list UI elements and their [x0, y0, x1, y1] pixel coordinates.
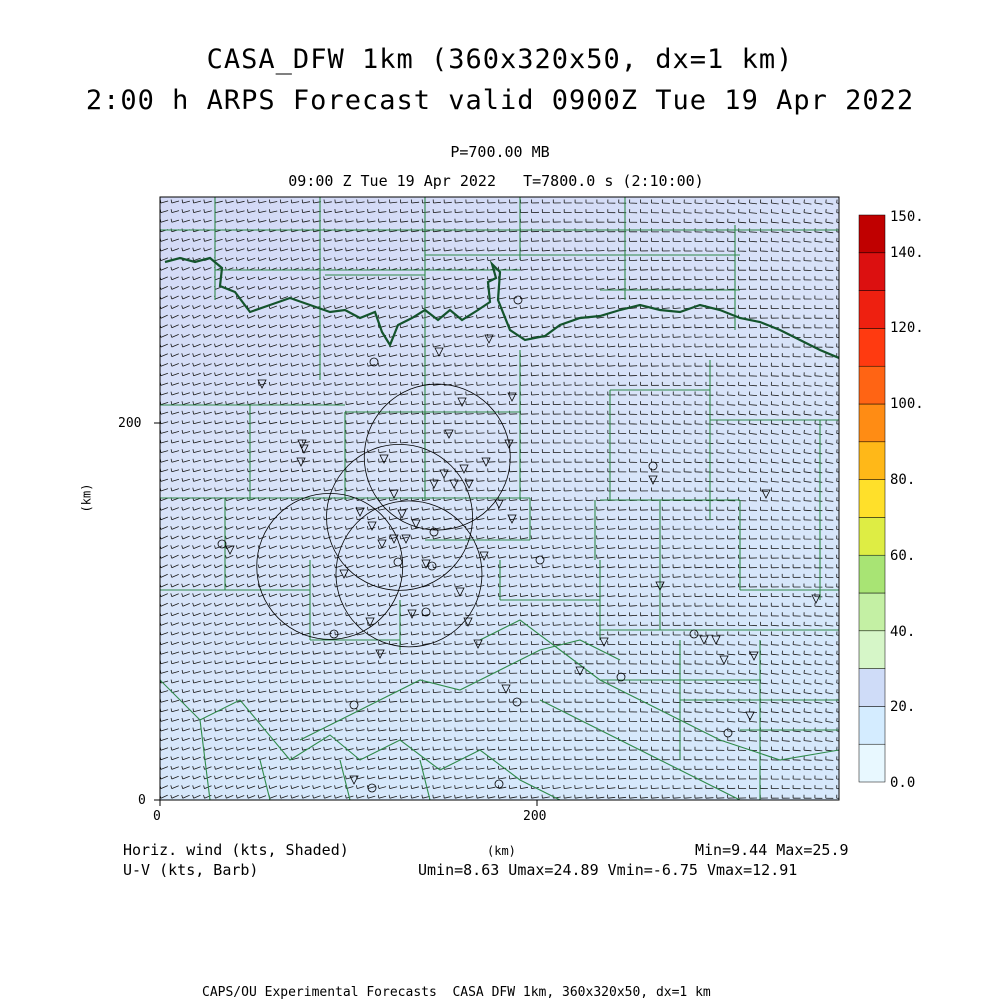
colorbar-label-0: 0.0	[890, 775, 916, 791]
colorbar-label-80: 80.	[890, 472, 916, 488]
radar-ring	[326, 443, 473, 591]
colorbar-label-20: 20.	[890, 699, 916, 715]
colorbar-label-60: 60.	[890, 548, 916, 564]
valid-time-label: 09:00 Z Tue 19 Apr 2022 T=7800.0 s (2:10…	[288, 172, 704, 190]
footer-credit: CAPS/OU Experimental Forecasts CASA DFW …	[202, 985, 711, 1000]
axis-ticks	[154, 422, 538, 806]
pressure-level-label: P=700.00 MB	[450, 143, 550, 161]
shaded-field-label: Horiz. wind (kts, Shaded)	[123, 841, 349, 859]
colorbar	[858, 214, 886, 783]
y-tick-0: 0	[138, 793, 146, 808]
colorbar-label-150: 150.	[890, 209, 924, 225]
y-tick-200: 200	[118, 416, 142, 431]
colorbar-segment	[858, 517, 886, 556]
colorbar-segment	[858, 252, 886, 291]
colorbar-segment	[858, 214, 886, 254]
colorbar-segment	[858, 554, 886, 594]
uv-stats-label: Umin=8.63 Umax=24.89 Vmin=-6.75 Vmax=12.…	[418, 861, 798, 879]
x-axis-label: (km)	[487, 844, 516, 858]
radar-ring	[335, 500, 483, 648]
county-boundaries	[160, 197, 839, 800]
red-river-boundary	[164, 256, 839, 360]
colorbar-segment	[858, 290, 886, 329]
min-max-label: Min=9.44 Max=25.9	[695, 841, 849, 859]
colorbar-segment	[858, 441, 886, 480]
colorbar-segment	[858, 328, 886, 367]
map-title: CASA_DFW 1km (360x320x50, dx=1 km)	[206, 44, 794, 75]
x-tick-0: 0	[153, 809, 161, 824]
colorbar-segment	[858, 592, 886, 632]
plot-frame	[159, 196, 840, 801]
colorbar-label-40: 40.	[890, 624, 916, 640]
station-markers	[217, 295, 821, 793]
radar-ring	[256, 492, 404, 640]
forecast-subtitle: 2:00 h ARPS Forecast valid 0900Z Tue 19 …	[85, 85, 915, 116]
colorbar-segment	[858, 403, 886, 443]
colorbar-label-100: 100.	[890, 396, 924, 412]
x-tick-200: 200	[523, 809, 547, 824]
colorbar-segment	[858, 743, 886, 783]
colorbar-segment	[858, 479, 886, 518]
barb-field-label: U-V (kts, Barb)	[123, 861, 259, 879]
colorbar-segment	[858, 668, 886, 707]
colorbar-segment	[858, 706, 886, 745]
y-axis-label: (km)	[79, 483, 94, 513]
colorbar-segment	[858, 365, 886, 405]
colorbar-segment	[858, 630, 886, 669]
colorbar-label-140: 140.	[890, 245, 924, 261]
colorbar-label-120: 120.	[890, 320, 924, 336]
